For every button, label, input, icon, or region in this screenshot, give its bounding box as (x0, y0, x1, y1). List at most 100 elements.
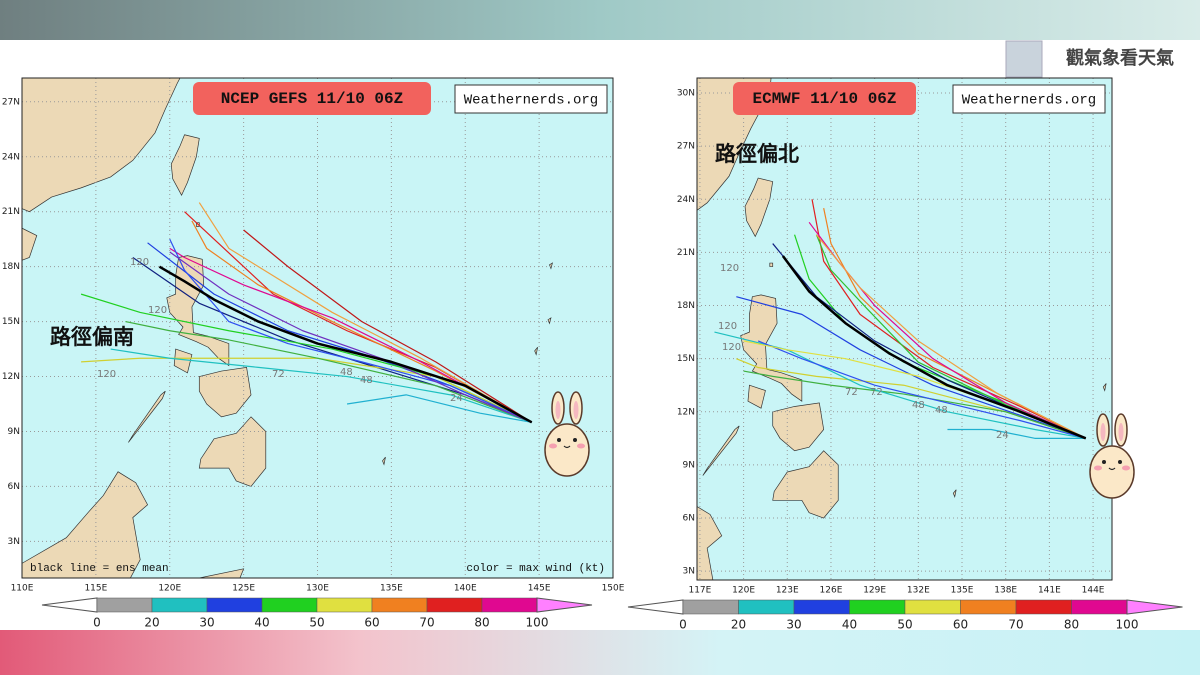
y-tick-label: 15N (2, 317, 20, 327)
hour-label: 120 (720, 263, 739, 274)
source: Weathernerds.org (962, 93, 1096, 109)
colorbar-label: 80 (474, 616, 489, 630)
annotation: 路徑偏南 (50, 325, 134, 349)
title-box (733, 82, 916, 115)
colorbar-segment (793, 599, 850, 615)
colorbar-label: 60 (364, 616, 379, 630)
colorbar-under (627, 599, 684, 615)
x-tick-label: 144E (1082, 586, 1105, 596)
y-tick-label: 3N (683, 567, 695, 577)
hour-label: 120 (148, 305, 167, 316)
x-tick-label: 135E (380, 584, 403, 594)
x-tick-label: 110E (11, 584, 34, 594)
hour-label: 120 (130, 257, 149, 268)
y-tick-label: 12N (2, 372, 20, 382)
y-tick-label: 15N (677, 354, 695, 364)
x-tick-label: 125E (232, 584, 255, 594)
colorbar-label: 80 (1064, 618, 1079, 632)
hour-label: 72 (870, 387, 883, 398)
map-title: NCEP GEFS 11/10 06Z (221, 90, 403, 108)
y-tick-label: 3N (8, 537, 20, 547)
colorbar-over (536, 597, 593, 613)
colorbar-label: 60 (953, 618, 968, 632)
colorbar-label: 100 (526, 616, 549, 630)
footer-note: color = max wind (kt) (466, 563, 605, 575)
y-tick-label: 12N (677, 407, 695, 417)
x-tick-label: 138E (994, 586, 1017, 596)
colorbar-segment (849, 599, 906, 615)
y-tick-label: 27N (677, 142, 695, 152)
y-tick-label: 9N (683, 460, 695, 470)
footer-note: black line = ens mean (30, 563, 169, 575)
x-tick-label: 126E (820, 586, 843, 596)
colorbar-label: 0 (93, 616, 101, 630)
annotation: 路徑偏北 (715, 142, 799, 166)
hour-label: 72 (845, 387, 858, 398)
colorbar-label: 30 (199, 616, 214, 630)
x-tick-label: 140E (454, 584, 477, 594)
colorbar-under (41, 597, 98, 613)
x-tick-label: 135E (951, 586, 974, 596)
hour-label: 48 (360, 375, 373, 386)
x-tick-label: 117E (688, 586, 711, 596)
x-tick-label: 150E (602, 584, 625, 594)
y-tick-label: 30N (677, 89, 695, 99)
watermark: 觀氣象看天氣 (1066, 47, 1174, 69)
y-tick-label: 6N (683, 514, 695, 524)
source-box (952, 84, 1106, 114)
colorbar-label: 100 (1116, 618, 1139, 632)
map-frame (21, 77, 614, 579)
y-tick-label: 18N (677, 301, 695, 311)
colorbar-segment (904, 599, 961, 615)
source-box (454, 84, 608, 114)
y-tick-label: 24N (2, 152, 20, 162)
colorbar-segment (151, 597, 208, 613)
colorbar-segment (426, 597, 483, 613)
hour-label: 48 (935, 405, 948, 416)
x-tick-label: 130E (306, 584, 329, 594)
x-tick-label: 120E (732, 586, 755, 596)
hour-label: 48 (912, 400, 925, 411)
colorbar-label: 50 (897, 618, 912, 632)
hour-label: 120 (718, 321, 737, 332)
x-tick-label: 129E (863, 586, 886, 596)
y-tick-label: 21N (2, 207, 20, 217)
colorbar-segment (481, 597, 538, 613)
map-frame (696, 77, 1113, 581)
hour-label: 24 (450, 393, 463, 404)
x-tick-label: 115E (84, 584, 107, 594)
hour-label: 24 (996, 430, 1009, 441)
y-tick-label: 6N (8, 482, 20, 492)
title-box (193, 82, 431, 115)
y-tick-label: 27N (2, 97, 20, 107)
y-tick-label: 24N (677, 195, 695, 205)
y-tick-label: 9N (8, 427, 20, 437)
hour-label: 48 (340, 367, 353, 378)
colorbar-segment (960, 599, 1017, 615)
colorbar-over (1126, 599, 1183, 615)
colorbar-label: 40 (254, 616, 269, 630)
colorbar-segment (261, 597, 318, 613)
colorbar-segment (738, 599, 795, 615)
logo (1005, 40, 1043, 78)
colorbar-label: 70 (419, 616, 434, 630)
colorbar-segment (682, 599, 739, 615)
colorbar-segment (1015, 599, 1072, 615)
colorbar-segment (371, 597, 428, 613)
colorbar-label: 0 (679, 618, 687, 632)
source: Weathernerds.org (464, 93, 598, 109)
colorbar-label: 70 (1008, 618, 1023, 632)
colorbar-label: 20 (144, 616, 159, 630)
colorbar-label: 30 (786, 618, 801, 632)
hour-label: 120 (722, 342, 741, 353)
bottom-band (0, 630, 1200, 675)
colorbar-label: 40 (842, 618, 857, 632)
y-tick-label: 21N (677, 248, 695, 258)
x-tick-label: 141E (1038, 586, 1061, 596)
map-title: ECMWF 11/10 06Z (752, 90, 896, 108)
x-tick-label: 132E (907, 586, 930, 596)
map-content (22, 78, 613, 578)
colorbar-segment (206, 597, 263, 613)
